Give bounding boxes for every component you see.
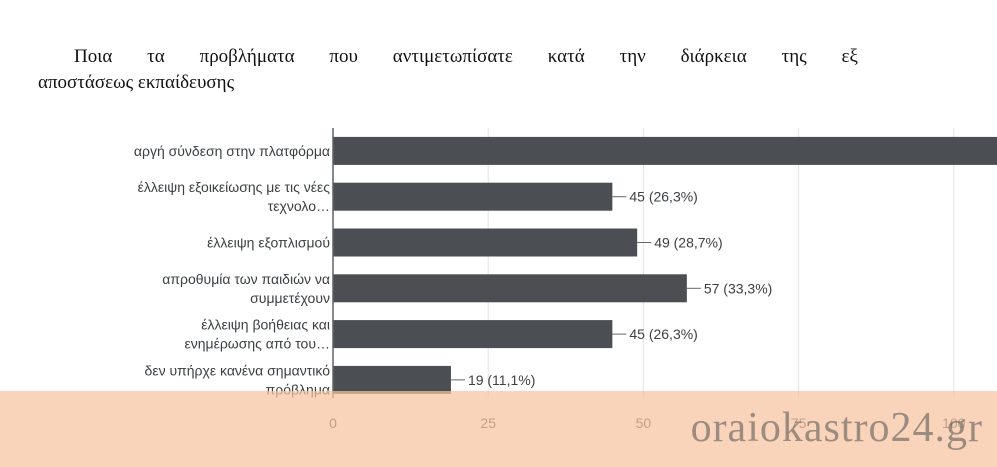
category-label: τεχνολο… <box>268 198 330 214</box>
value-label: 45 (26,3%) <box>629 326 697 342</box>
footer-band <box>0 391 997 467</box>
watermark: oraiokastro24.gr <box>690 405 983 451</box>
chart-title: Ποια τα προβλήματα που αντιμετωπίσατε κα… <box>38 44 858 96</box>
category-label: ενημέρωσης από του… <box>185 336 331 352</box>
category-label: δεν υπήρχε κανένα σημαντικό <box>145 362 331 378</box>
value-label: 57 (33,3%) <box>704 280 772 296</box>
chart-title-line1: Ποια τα προβλήματα που αντιμετωπίσατε κα… <box>74 46 858 67</box>
category-label: απροθυμία των παιδιών να <box>162 271 330 287</box>
bar <box>333 136 997 165</box>
bar <box>333 182 613 211</box>
value-label: 49 (28,7%) <box>654 235 722 251</box>
category-label: αργή σύνδεση στην πλατφόρμα <box>134 143 330 159</box>
chart-title-line2: αποστάσεως εκπαίδευσης <box>38 72 235 93</box>
category-label: συμμετέχουν <box>250 290 330 306</box>
bar <box>333 228 638 257</box>
value-label: 19 (11,1%) <box>468 372 535 388</box>
value-label: 45 (26,3%) <box>629 189 697 205</box>
bar <box>333 365 451 394</box>
category-label: έλλειψη εξοπλισμού <box>207 235 330 251</box>
bar <box>333 320 613 349</box>
category-label: έλλειψη εξοικείωσης με τις νέες <box>138 179 331 195</box>
category-label: έλλειψη βοήθειας και <box>201 317 330 333</box>
bar <box>333 274 687 303</box>
